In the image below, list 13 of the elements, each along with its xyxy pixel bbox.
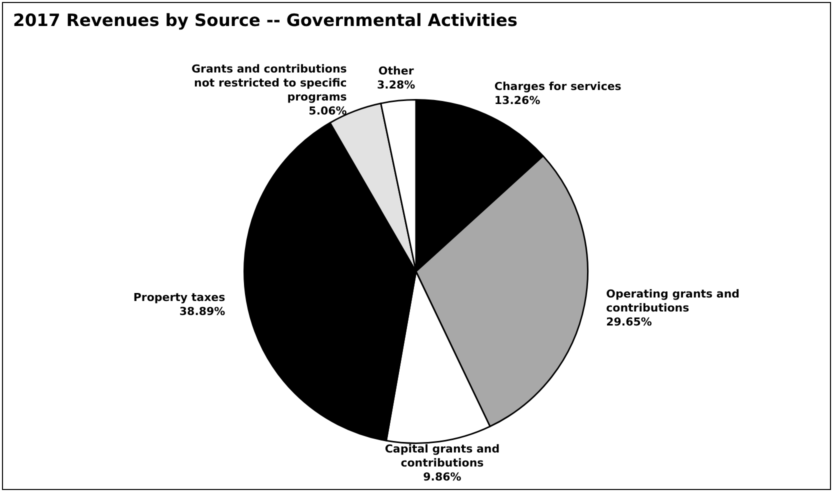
data-label: 29.65%: [606, 316, 652, 329]
slice-label: Charges for services: [494, 80, 622, 94]
data-label: 38.89%: [179, 305, 226, 318]
slice-label: Property taxes: [133, 291, 226, 304]
chart-title: 2017 Revenues by Source -- Governmental Activities: [13, 11, 518, 31]
data-label: 13.26%: [494, 94, 540, 108]
slice-label: Capital grants and contributions: [384, 442, 500, 470]
slice-label: Other: [378, 64, 414, 78]
data-label: 9.86%: [423, 470, 462, 484]
slice-label: Grants and contributions not restricted to specific programs: [191, 62, 348, 104]
data-label: 5.06%: [308, 104, 347, 118]
slice-label: Operating grants and contributions: [606, 288, 740, 315]
data-label: 3.28%: [376, 78, 416, 92]
